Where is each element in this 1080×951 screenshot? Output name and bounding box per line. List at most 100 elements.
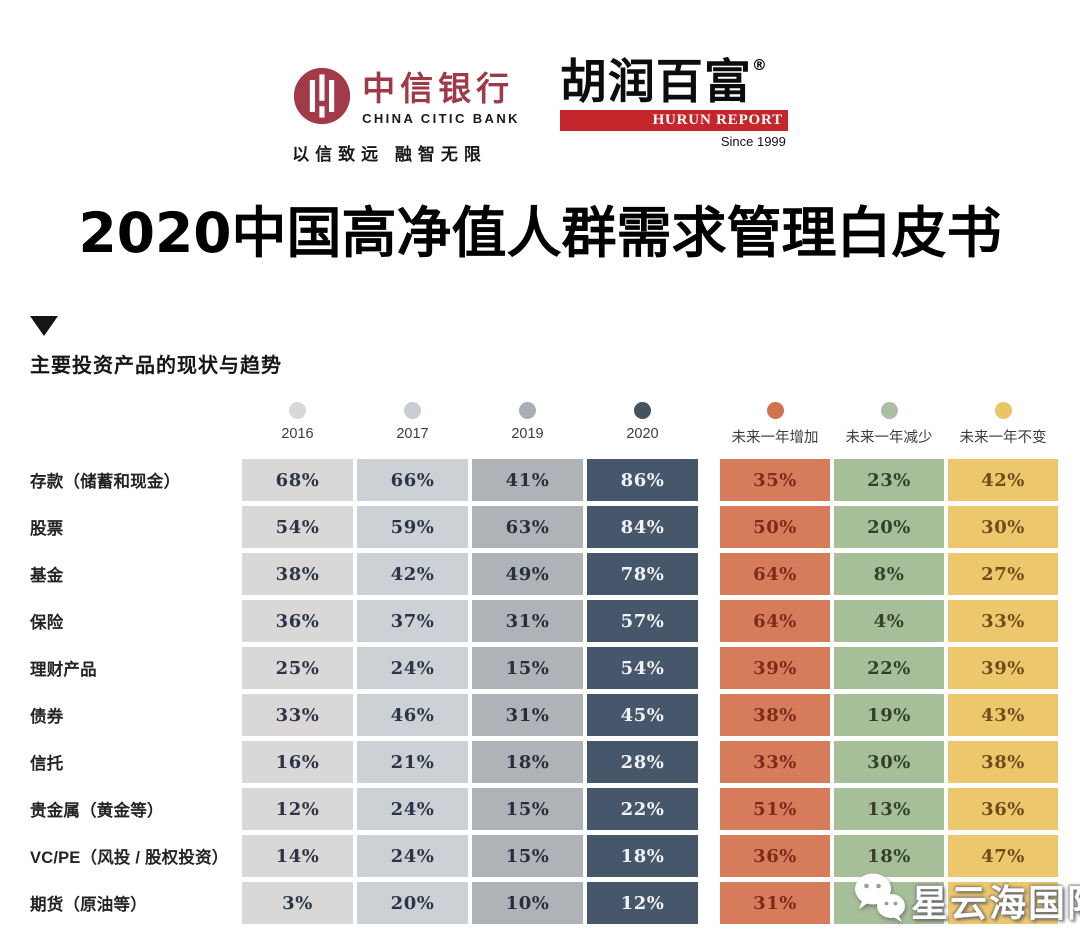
value-cell: 8%	[834, 553, 944, 595]
value-cell: 38%	[720, 694, 830, 736]
value-cell: 49%	[472, 553, 583, 595]
value-cell: 86%	[587, 459, 698, 501]
value-cell: 68%	[242, 459, 353, 501]
legend-label: 未来一年增加	[731, 430, 819, 446]
hurun-report-logo: 胡润百富® HURUN REPORT Since 1999	[559, 55, 788, 150]
value-cell: 54%	[242, 506, 353, 548]
value-cell: 54%	[587, 647, 698, 689]
hurun-since: Since 1999	[720, 134, 786, 150]
value-cell: 45%	[587, 694, 698, 736]
value-cell: 12%	[587, 882, 698, 924]
hurun-name-cn: 胡润百富®	[559, 55, 768, 110]
value-cell: 36%	[720, 835, 830, 877]
value-cell: 38%	[948, 741, 1058, 783]
value-cell: 31%	[472, 694, 583, 736]
value-cell: 64%	[720, 600, 830, 642]
row-label: VC/PE（风投 / 股权投资）	[30, 849, 229, 867]
section-heading: 主要投资产品的现状与趋势	[30, 316, 282, 378]
value-cell: 35%	[720, 459, 830, 501]
row-label: 存款（储蓄和现金）	[30, 473, 181, 491]
value-cell: 64%	[720, 553, 830, 595]
value-cell: 12%	[242, 788, 353, 830]
value-cell: 30%	[834, 741, 944, 783]
legend-label: 2017	[396, 426, 429, 442]
value-cell: 27%	[948, 553, 1058, 595]
legend-item: 2019	[472, 394, 583, 454]
citic-name-en: CHINA CITIC BANK	[362, 110, 520, 126]
citic-name-cn: 中信银行	[362, 70, 515, 108]
value-cell: 59%	[357, 506, 468, 548]
value-cell: 20%	[834, 506, 944, 548]
data-table: 2016 2017 2019 2020 未来一年增加 未来一年减少 未来一年不变…	[30, 394, 1058, 924]
row-label: 贵金属（黄金等）	[30, 802, 164, 820]
section-title: 主要投资产品的现状与趋势	[30, 355, 282, 377]
value-cell: 66%	[357, 459, 468, 501]
value-cell: 15%	[472, 788, 583, 830]
row-label: 保险	[30, 614, 64, 632]
watermark: 星云海国际	[852, 870, 1080, 929]
value-cell: 18%	[472, 741, 583, 783]
value-cell: 24%	[357, 835, 468, 877]
row-label: 信托	[30, 755, 64, 773]
legend-dot-icon	[880, 402, 898, 419]
value-cell: 4%	[834, 600, 944, 642]
value-cell: 42%	[357, 553, 468, 595]
row-label: 基金	[30, 567, 64, 585]
row-label: 理财产品	[30, 661, 97, 679]
legend-item: 未来一年不变	[948, 394, 1058, 454]
value-cell: 36%	[948, 788, 1058, 830]
value-cell: 42%	[948, 459, 1058, 501]
legend-item: 2020	[587, 394, 698, 454]
value-cell: 24%	[357, 788, 468, 830]
hurun-red-bar: HURUN REPORT	[559, 110, 788, 132]
legend-label: 2020	[626, 426, 659, 442]
value-cell: 39%	[948, 647, 1058, 689]
value-cell: 31%	[472, 600, 583, 642]
legend-dot-icon	[994, 402, 1012, 419]
value-cell: 10%	[472, 882, 583, 924]
value-cell: 25%	[242, 647, 353, 689]
legend-item: 2016	[242, 394, 353, 454]
citic-slogan: 以信致远 融智无限	[292, 145, 487, 164]
value-cell: 41%	[472, 459, 583, 501]
value-cell: 21%	[357, 741, 468, 783]
registered-mark: ®	[751, 56, 768, 74]
value-cell: 22%	[834, 647, 944, 689]
value-cell: 78%	[587, 553, 698, 595]
value-cell: 33%	[720, 741, 830, 783]
legend-label: 未来一年不变	[959, 430, 1047, 446]
header-logos: 中信银行 CHINA CITIC BANK 以信致远 融智无限 胡润百富® HU…	[0, 55, 1080, 165]
value-cell: 14%	[242, 835, 353, 877]
legend-label: 2019	[511, 426, 544, 442]
legend-item: 2017	[357, 394, 468, 454]
legend-dot-icon	[519, 402, 536, 419]
row-label: 债券	[30, 708, 64, 726]
value-cell: 18%	[834, 835, 944, 877]
value-cell: 38%	[242, 553, 353, 595]
page-title: 2020中国高净值人群需求管理白皮书	[78, 201, 1002, 265]
value-cell: 46%	[357, 694, 468, 736]
value-cell: 39%	[720, 647, 830, 689]
legend-label: 2016	[281, 426, 314, 442]
value-cell: 36%	[242, 600, 353, 642]
hurun-name-en: HURUN REPORT	[652, 112, 783, 129]
legend-dot-icon	[289, 402, 306, 419]
value-cell: 33%	[242, 694, 353, 736]
value-cell: 24%	[357, 647, 468, 689]
value-cell: 15%	[472, 835, 583, 877]
value-cell: 50%	[720, 506, 830, 548]
legend-dot-icon	[766, 402, 784, 419]
row-label: 期货（原油等）	[30, 896, 147, 914]
value-cell: 19%	[834, 694, 944, 736]
citic-emblem-icon	[292, 66, 352, 131]
wechat-icon	[852, 870, 908, 929]
citic-bank-logo: 中信银行 CHINA CITIC BANK 以信致远 融智无限	[292, 58, 520, 165]
value-cell: 18%	[587, 835, 698, 877]
value-cell	[948, 882, 1058, 924]
value-cell: 51%	[720, 788, 830, 830]
value-cell: 63%	[472, 506, 583, 548]
legend-label: 未来一年减少	[845, 430, 933, 446]
value-cell: 28%	[587, 741, 698, 783]
legend-dot-icon	[404, 402, 421, 419]
